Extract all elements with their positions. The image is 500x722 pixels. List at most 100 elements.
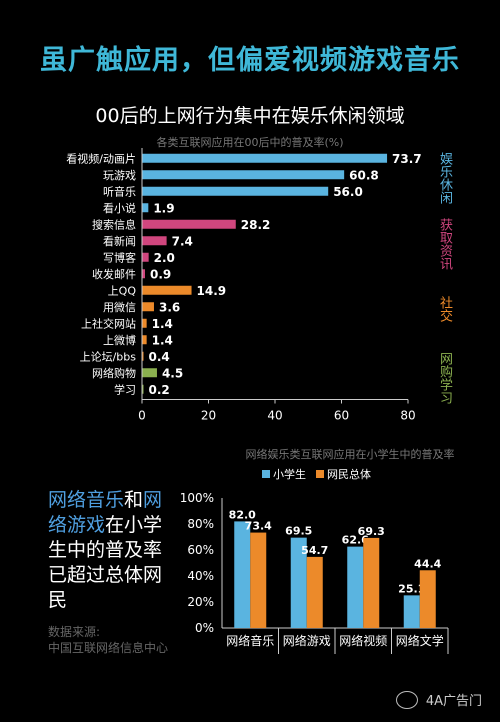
bar <box>142 335 147 345</box>
value-label: 2.0 <box>154 251 175 265</box>
bar <box>142 153 388 163</box>
value-label: 1.4 <box>152 333 173 347</box>
legend-swatch <box>262 470 270 478</box>
group-label-info: 获取资讯 <box>437 218 452 270</box>
category-label: 上社交网站 <box>81 316 136 330</box>
bar <box>142 236 167 246</box>
watermark-text: 4A广告门 <box>425 694 482 709</box>
chart1-title: 各类互联网应用在00后中的普及率(%) <box>156 136 344 149</box>
value-label: 4.5 <box>162 366 183 380</box>
category-label: 网络文学 <box>396 633 444 648</box>
x-tick-label: 80 <box>400 409 415 423</box>
note-highlight-music: 网络音乐 <box>48 489 125 511</box>
value-label: 14.9 <box>197 284 227 298</box>
category-label: 听音乐 <box>103 184 136 198</box>
y-tick-label: 60% <box>187 543 214 557</box>
category-label: 网络购物 <box>92 366 136 380</box>
bar <box>419 570 436 628</box>
y-tick-label: 100% <box>180 491 214 505</box>
value-label: 0.9 <box>150 267 171 281</box>
value-label: 3.6 <box>159 300 180 314</box>
note-text: 网络音乐和网络游戏在小学生中的普及率已超过总体网民 <box>48 488 178 613</box>
y-tick-label: 0% <box>195 621 214 635</box>
category-label: 搜索信息 <box>92 217 136 231</box>
value-label: 62.6 <box>342 534 369 547</box>
headline: 虽广触应用，但偏爱视频游戏音乐 <box>40 45 460 76</box>
bar <box>363 537 380 628</box>
category-label: 上论坛/bbs <box>80 349 137 363</box>
bar <box>142 318 147 328</box>
value-label: 73.4 <box>245 520 272 533</box>
value-label: 0.4 <box>149 350 170 364</box>
value-label: 82.0 <box>229 508 256 521</box>
x-tick-label: 40 <box>267 409 282 423</box>
note-highlight-games: 网络游戏 <box>48 489 163 536</box>
legend-label: 网民总体 <box>327 467 371 481</box>
note-connector: 和 <box>124 489 144 511</box>
bar <box>142 384 144 394</box>
value-label: 56.0 <box>333 185 363 199</box>
value-label: 7.4 <box>172 234 193 248</box>
group-label-commerce: 网购学习 <box>437 352 452 404</box>
chart2-title: 网络娱乐类互联网应用在小学生中的普及率 <box>245 448 455 461</box>
category-label: 网络视频 <box>339 633 387 648</box>
x-tick-label: 0 <box>138 409 146 423</box>
value-label: 54.7 <box>301 544 328 557</box>
legend-label: 小学生 <box>273 467 306 481</box>
bar <box>142 302 154 312</box>
bar <box>142 269 145 279</box>
category-label: 看小说 <box>103 201 136 215</box>
bar <box>142 252 149 262</box>
value-label: 28.2 <box>241 218 271 232</box>
value-label: 60.8 <box>349 168 379 182</box>
category-label: 看新闻 <box>103 234 136 248</box>
wechat-icon <box>395 690 418 709</box>
source-name: 中国互联网络信息中心 <box>48 641 169 655</box>
bar <box>142 203 149 213</box>
source-label: 数据来源: <box>48 625 101 639</box>
bar <box>142 186 329 196</box>
legend-swatch <box>316 470 324 478</box>
bar <box>306 556 323 628</box>
category-label: 上微博 <box>103 333 136 347</box>
category-label: 网络游戏 <box>283 633 331 648</box>
bar <box>142 368 157 378</box>
x-tick-label: 20 <box>201 409 216 423</box>
value-label: 25.1 <box>398 582 425 595</box>
value-label: 69.3 <box>358 525 385 538</box>
category-label: 上QQ <box>108 284 137 297</box>
x-tick-label: 60 <box>334 409 349 423</box>
bar <box>403 595 420 628</box>
y-tick-label: 20% <box>187 595 214 609</box>
category-label: 写博客 <box>103 250 136 264</box>
bar <box>142 285 192 295</box>
value-label: 1.9 <box>153 201 174 215</box>
category-label: 玩游戏 <box>103 169 136 182</box>
bar <box>142 170 345 180</box>
value-label: 44.4 <box>414 557 441 570</box>
group-label-entertainment: 娱乐休闲 <box>437 152 452 204</box>
category-label: 网络音乐 <box>226 633 274 648</box>
category-label: 看视频/动画片 <box>66 151 136 165</box>
y-tick-label: 80% <box>187 517 214 531</box>
source-note: 数据来源: 中国互联网络信息中心 <box>48 624 168 656</box>
y-tick-label: 40% <box>187 569 214 583</box>
bar <box>290 537 307 628</box>
bar <box>142 351 144 361</box>
value-label: 0.2 <box>149 383 170 397</box>
bar <box>234 521 251 628</box>
value-label: 73.7 <box>392 152 422 166</box>
note-body: 在小学生中的普及率已超过总体网民 <box>48 514 163 611</box>
watermark: 4A广告门 <box>395 690 482 709</box>
subheading: 00后的上网行为集中在娱乐休闲领域 <box>95 105 405 127</box>
bar <box>347 546 364 628</box>
bar <box>142 219 236 229</box>
bar <box>250 532 267 628</box>
category-label: 学习 <box>114 382 136 396</box>
chart1-horizontal-bar-chart: 看视频/动画片 73.7 玩游戏 60.8 听音乐 56.0 看小说 1.9 搜索信息 28.2 看… <box>66 148 422 423</box>
group-label-social: 社交 <box>437 296 452 322</box>
value-label: 69.5 <box>285 525 312 538</box>
category-label: 用微信 <box>103 300 136 314</box>
value-label: 1.4 <box>152 317 173 331</box>
